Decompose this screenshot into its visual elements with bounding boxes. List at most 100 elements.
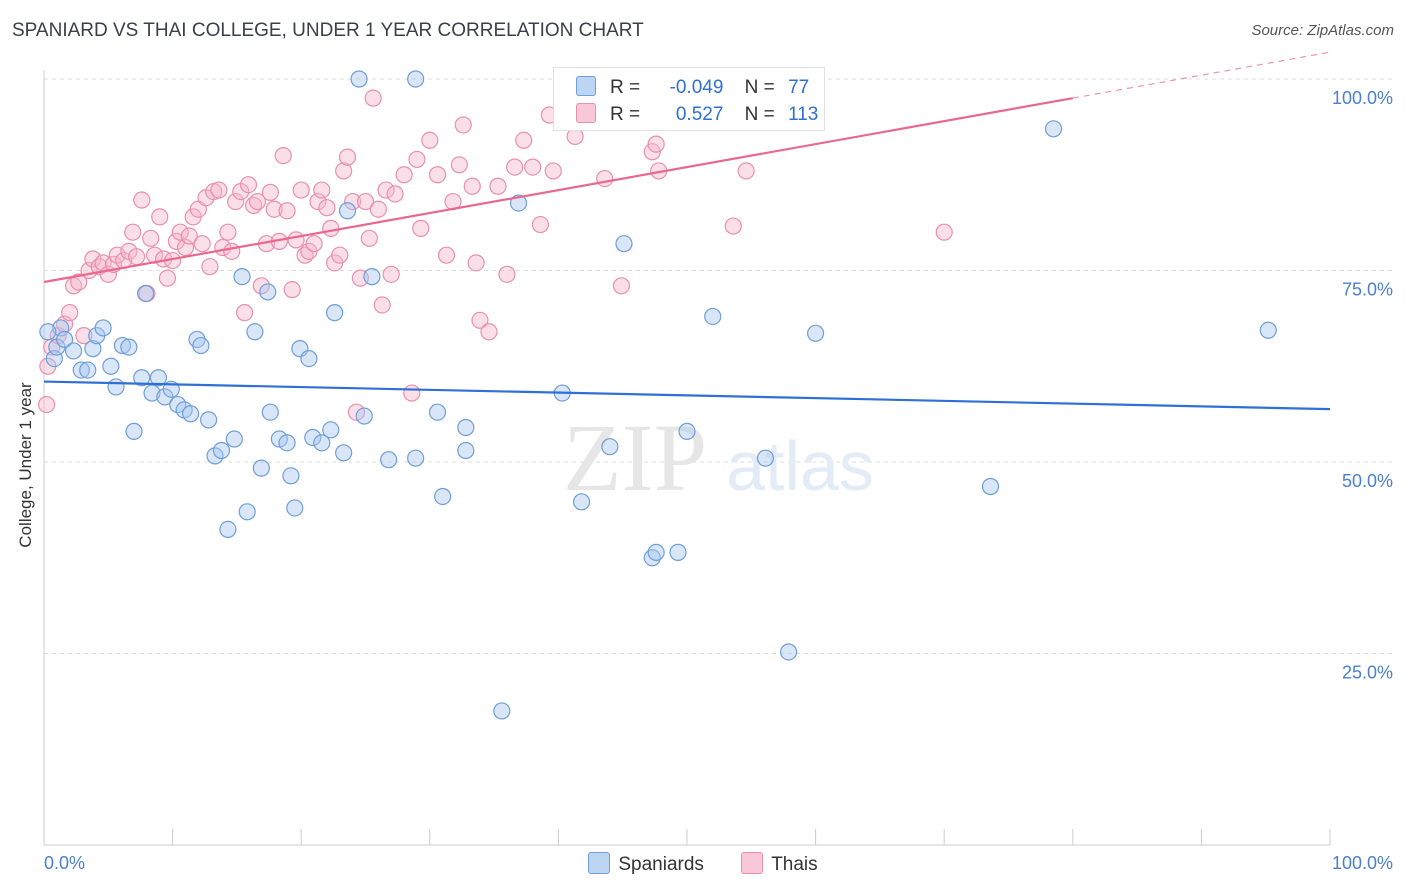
thais-point — [75, 327, 93, 345]
spaniards-point — [338, 202, 357, 220]
thais-point — [223, 242, 241, 260]
thais-point — [171, 223, 189, 241]
spaniards-point — [779, 643, 798, 661]
thais-point — [252, 277, 270, 295]
thais-point — [364, 89, 382, 107]
thais-point — [261, 183, 279, 201]
thais-point — [201, 258, 219, 276]
legend-item-spaniards: Spaniards — [588, 852, 704, 876]
thais-point — [412, 219, 430, 237]
spaniards-point — [107, 378, 125, 396]
thais-point — [360, 229, 378, 247]
thais-point — [724, 217, 742, 235]
thais-point — [647, 135, 665, 153]
thais-point — [158, 269, 177, 287]
thais-point — [287, 231, 305, 249]
thais-r-value: 0.527 — [675, 104, 724, 125]
thais-point — [373, 296, 391, 314]
thais-point — [463, 177, 481, 195]
spaniards-point — [647, 543, 665, 561]
thais-legend-label: Thais — [771, 854, 818, 875]
spaniards-point — [133, 369, 151, 387]
thais-point — [386, 185, 404, 203]
spaniards-point — [300, 349, 318, 368]
spaniards-point — [756, 449, 775, 467]
thais-point — [248, 192, 267, 211]
spaniards-legend-swatch — [588, 852, 611, 874]
thais-point — [408, 150, 426, 169]
legend-row-spaniards: R = -0.049 N = 77 — [576, 76, 809, 99]
y-tick-label: 100.0% — [1332, 88, 1393, 108]
spaniards-point — [313, 434, 331, 452]
thais-point — [515, 131, 533, 149]
thais-point — [265, 200, 283, 218]
spaniards-point — [246, 323, 264, 341]
spaniards-point — [282, 467, 300, 485]
r-label: R = — [610, 77, 641, 98]
spaniards-point — [407, 449, 425, 467]
spaniards-point — [79, 361, 97, 379]
thais-point — [278, 202, 296, 220]
thais-point — [236, 304, 254, 322]
thais-point — [37, 395, 56, 414]
spaniards-n-value: 77 — [788, 77, 810, 98]
spaniards-point — [149, 369, 168, 387]
spaniards-point — [326, 304, 344, 322]
thais-legend-swatch — [741, 852, 764, 874]
thais-point — [335, 162, 353, 180]
thais-point — [142, 229, 160, 247]
thais-point — [489, 177, 507, 195]
spaniards-point — [304, 428, 322, 447]
spaniards-point — [225, 430, 243, 448]
spaniards-point — [261, 403, 279, 421]
thais-point — [369, 200, 387, 218]
spaniards-point — [200, 411, 218, 429]
thais-point — [305, 235, 323, 253]
series-legend: Spaniards Thais — [0, 852, 1406, 876]
source-label: Source: ZipAtlas.com — [1251, 22, 1394, 39]
thais-point — [239, 176, 258, 194]
spaniards-point — [238, 503, 256, 521]
spaniards-point — [278, 434, 296, 452]
r-label: R = — [610, 104, 641, 125]
spaniards-point — [434, 487, 452, 506]
spaniards-point — [136, 284, 155, 303]
thais-point — [133, 191, 151, 209]
x-tick-label-max: 100.0% — [1332, 853, 1393, 873]
thais-point — [480, 323, 498, 341]
spaniards-point — [192, 336, 210, 355]
legend-row-thais: R = 0.527 N = 113 — [576, 103, 818, 126]
spaniards-point — [678, 422, 696, 440]
thais-point — [467, 254, 485, 272]
watermark-zip: ZIP — [563, 404, 707, 511]
thais-point — [193, 235, 211, 253]
thais-point — [531, 215, 549, 234]
thais-point — [61, 304, 79, 322]
thais-point — [322, 219, 340, 237]
thais-point — [506, 158, 524, 176]
thais-point — [283, 281, 301, 299]
axes — [43, 70, 1331, 846]
spaniards-point — [1259, 321, 1277, 339]
spaniards-point — [259, 283, 277, 301]
thais-point — [127, 248, 146, 266]
spaniards-point — [669, 543, 687, 561]
thais-point — [331, 246, 349, 264]
thais-point — [347, 403, 366, 421]
thais-point — [227, 192, 245, 211]
spaniards-point — [457, 441, 475, 460]
spaniards-point — [457, 418, 475, 437]
spaniards-point — [94, 319, 112, 337]
spaniards-point — [335, 444, 353, 462]
thais-point — [344, 192, 362, 211]
n-label: N = — [744, 77, 775, 98]
spaniards-point — [363, 268, 381, 286]
grid-lines — [44, 78, 1394, 654]
spaniards-point — [182, 405, 200, 423]
spaniards-point — [270, 430, 288, 448]
thais-point — [612, 277, 631, 295]
thais-trend-line — [43, 97, 1073, 284]
spaniards-point — [113, 336, 132, 355]
spaniards-point — [102, 357, 120, 375]
